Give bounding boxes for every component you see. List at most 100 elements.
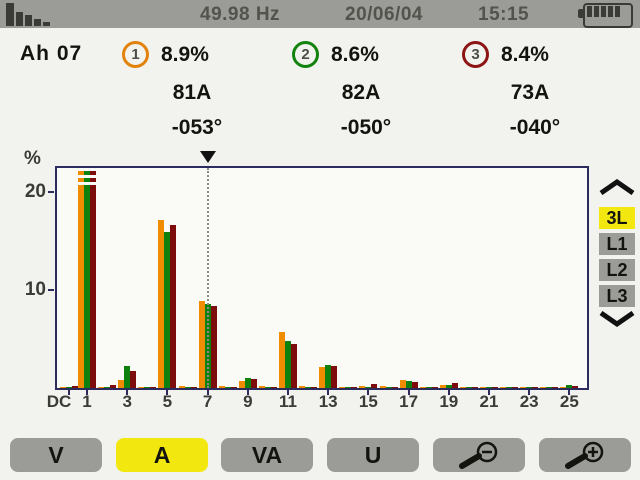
- harmonic-bar: [379, 386, 386, 388]
- harmonic-bar: [158, 220, 165, 388]
- x-tick-mark: [568, 390, 571, 395]
- softkey-zoom-in[interactable]: [539, 438, 631, 472]
- harmonic-bar: [98, 387, 105, 388]
- time-readout: 15:15: [478, 4, 530, 25]
- harmonic-bar: [480, 387, 486, 388]
- y-tick-label-20: 20: [24, 181, 46, 202]
- x-tick-mark: [407, 390, 410, 395]
- harmonic-bar: [264, 387, 271, 388]
- harmonics-mode-icon: [6, 3, 56, 26]
- harmonic-bar: [190, 387, 197, 388]
- harmonic-bar: [238, 381, 245, 388]
- harmonic-bar: [419, 387, 426, 388]
- harmonic-bar: [465, 387, 472, 388]
- chevron-up-icon[interactable]: [597, 179, 637, 195]
- chevron-down-icon[interactable]: [597, 311, 637, 327]
- harmonic-bar: [345, 387, 352, 388]
- harmonic-bar: [425, 387, 432, 388]
- harmonic-bar: [540, 387, 547, 388]
- harmonic-bar: [144, 387, 151, 388]
- harmonic-bar: [305, 387, 312, 388]
- harmonic-bar: [451, 383, 458, 388]
- x-axis-label: 15: [358, 392, 378, 411]
- harmonic-bar: [351, 387, 358, 388]
- phase-3-thd: 8.4%: [501, 43, 549, 66]
- phase-select-l1[interactable]: L1: [599, 233, 635, 255]
- cursor-line: [206, 168, 209, 388]
- harmonic-bar: [118, 380, 125, 388]
- x-axis-label: 13: [318, 392, 338, 411]
- harmonic-bar: [285, 341, 291, 388]
- x-tick-mark: [246, 390, 249, 395]
- harmonic-bar: [405, 381, 412, 388]
- harmonic-bar: [270, 387, 277, 388]
- mode-label: Ah 07: [20, 42, 83, 65]
- phase-3-amplitude: 73A: [510, 81, 550, 104]
- softkey-a[interactable]: A: [116, 438, 208, 472]
- harmonic-bar: [184, 387, 191, 388]
- x-axis-label: 25: [559, 392, 579, 411]
- x-tick-mark: [86, 390, 88, 395]
- softkey-zoom-out[interactable]: [433, 438, 525, 472]
- x-axis-label: 3: [122, 392, 132, 411]
- harmonic-bar: [365, 387, 372, 388]
- harmonic-bar: [471, 387, 478, 388]
- harmonic-bar: [78, 171, 84, 388]
- harmonic-bar: [230, 387, 237, 388]
- harmonic-bar: [244, 378, 251, 388]
- harmonic-bar: [250, 379, 257, 388]
- harmonic-bar: [138, 387, 145, 388]
- x-axis-label: 11: [279, 392, 297, 411]
- harmonic-bar: [486, 387, 492, 388]
- harmonic-bar: [520, 387, 527, 388]
- x-tick-mark: [126, 390, 129, 395]
- harmonic-bar: [178, 386, 185, 388]
- softkey-u[interactable]: U: [327, 438, 419, 472]
- status-bar: 49.98 Hz 20/06/04 15:15: [0, 0, 640, 28]
- harmonic-bar: [60, 387, 66, 388]
- softkey-v[interactable]: V: [10, 438, 102, 472]
- phase-select-3l[interactable]: 3L: [599, 207, 635, 229]
- harmonic-bar: [560, 387, 567, 388]
- harmonic-bar: [526, 387, 533, 388]
- harmonic-bar: [359, 386, 366, 388]
- harmonic-bar: [124, 366, 131, 388]
- phase-select-l3[interactable]: L3: [599, 285, 635, 307]
- harmonic-bar: [371, 384, 378, 388]
- x-tick-mark: [287, 390, 289, 395]
- phase-select-l2[interactable]: L2: [599, 259, 635, 281]
- harmonic-bar: [104, 387, 111, 388]
- phase-2-angle: -050°: [340, 116, 392, 139]
- softkey-va[interactable]: VA: [221, 438, 313, 472]
- harmonic-bar: [339, 387, 346, 388]
- harmonic-bar: [299, 386, 306, 388]
- harmonic-bar: [500, 387, 507, 388]
- harmonic-bar: [546, 387, 553, 388]
- x-tick-mark: [367, 390, 370, 395]
- harmonic-bar: [198, 301, 205, 388]
- harmonic-bar: [66, 387, 72, 388]
- x-axis-label: 9: [243, 392, 253, 411]
- phase-2-amplitude: 82A: [341, 81, 381, 104]
- harmonic-bar: [411, 382, 418, 388]
- phase-1-badge: 1: [122, 41, 149, 68]
- harmonics-plot: [55, 166, 589, 390]
- harmonic-bar: [279, 332, 285, 388]
- x-tick-mark: [327, 390, 330, 395]
- harmonic-bar: [130, 371, 137, 388]
- harmonic-bar: [164, 232, 171, 388]
- harmonic-bar: [506, 387, 513, 388]
- harmonic-bar: [90, 171, 96, 388]
- harmonic-bar: [72, 386, 78, 388]
- x-axis-label: 7: [202, 392, 213, 411]
- x-tick-mark: [206, 390, 209, 395]
- zoom-out-icon: [459, 441, 498, 469]
- harmonic-bar: [331, 366, 338, 388]
- x-axis-label: 17: [399, 392, 419, 411]
- x-axis-label: 21: [479, 392, 499, 411]
- phase-1-amplitude: 81A: [172, 81, 212, 104]
- harmonic-bar: [439, 385, 446, 388]
- frequency-readout: 49.98 Hz: [200, 4, 281, 25]
- harmonic-bar: [445, 385, 452, 388]
- harmonic-bar: [224, 387, 231, 388]
